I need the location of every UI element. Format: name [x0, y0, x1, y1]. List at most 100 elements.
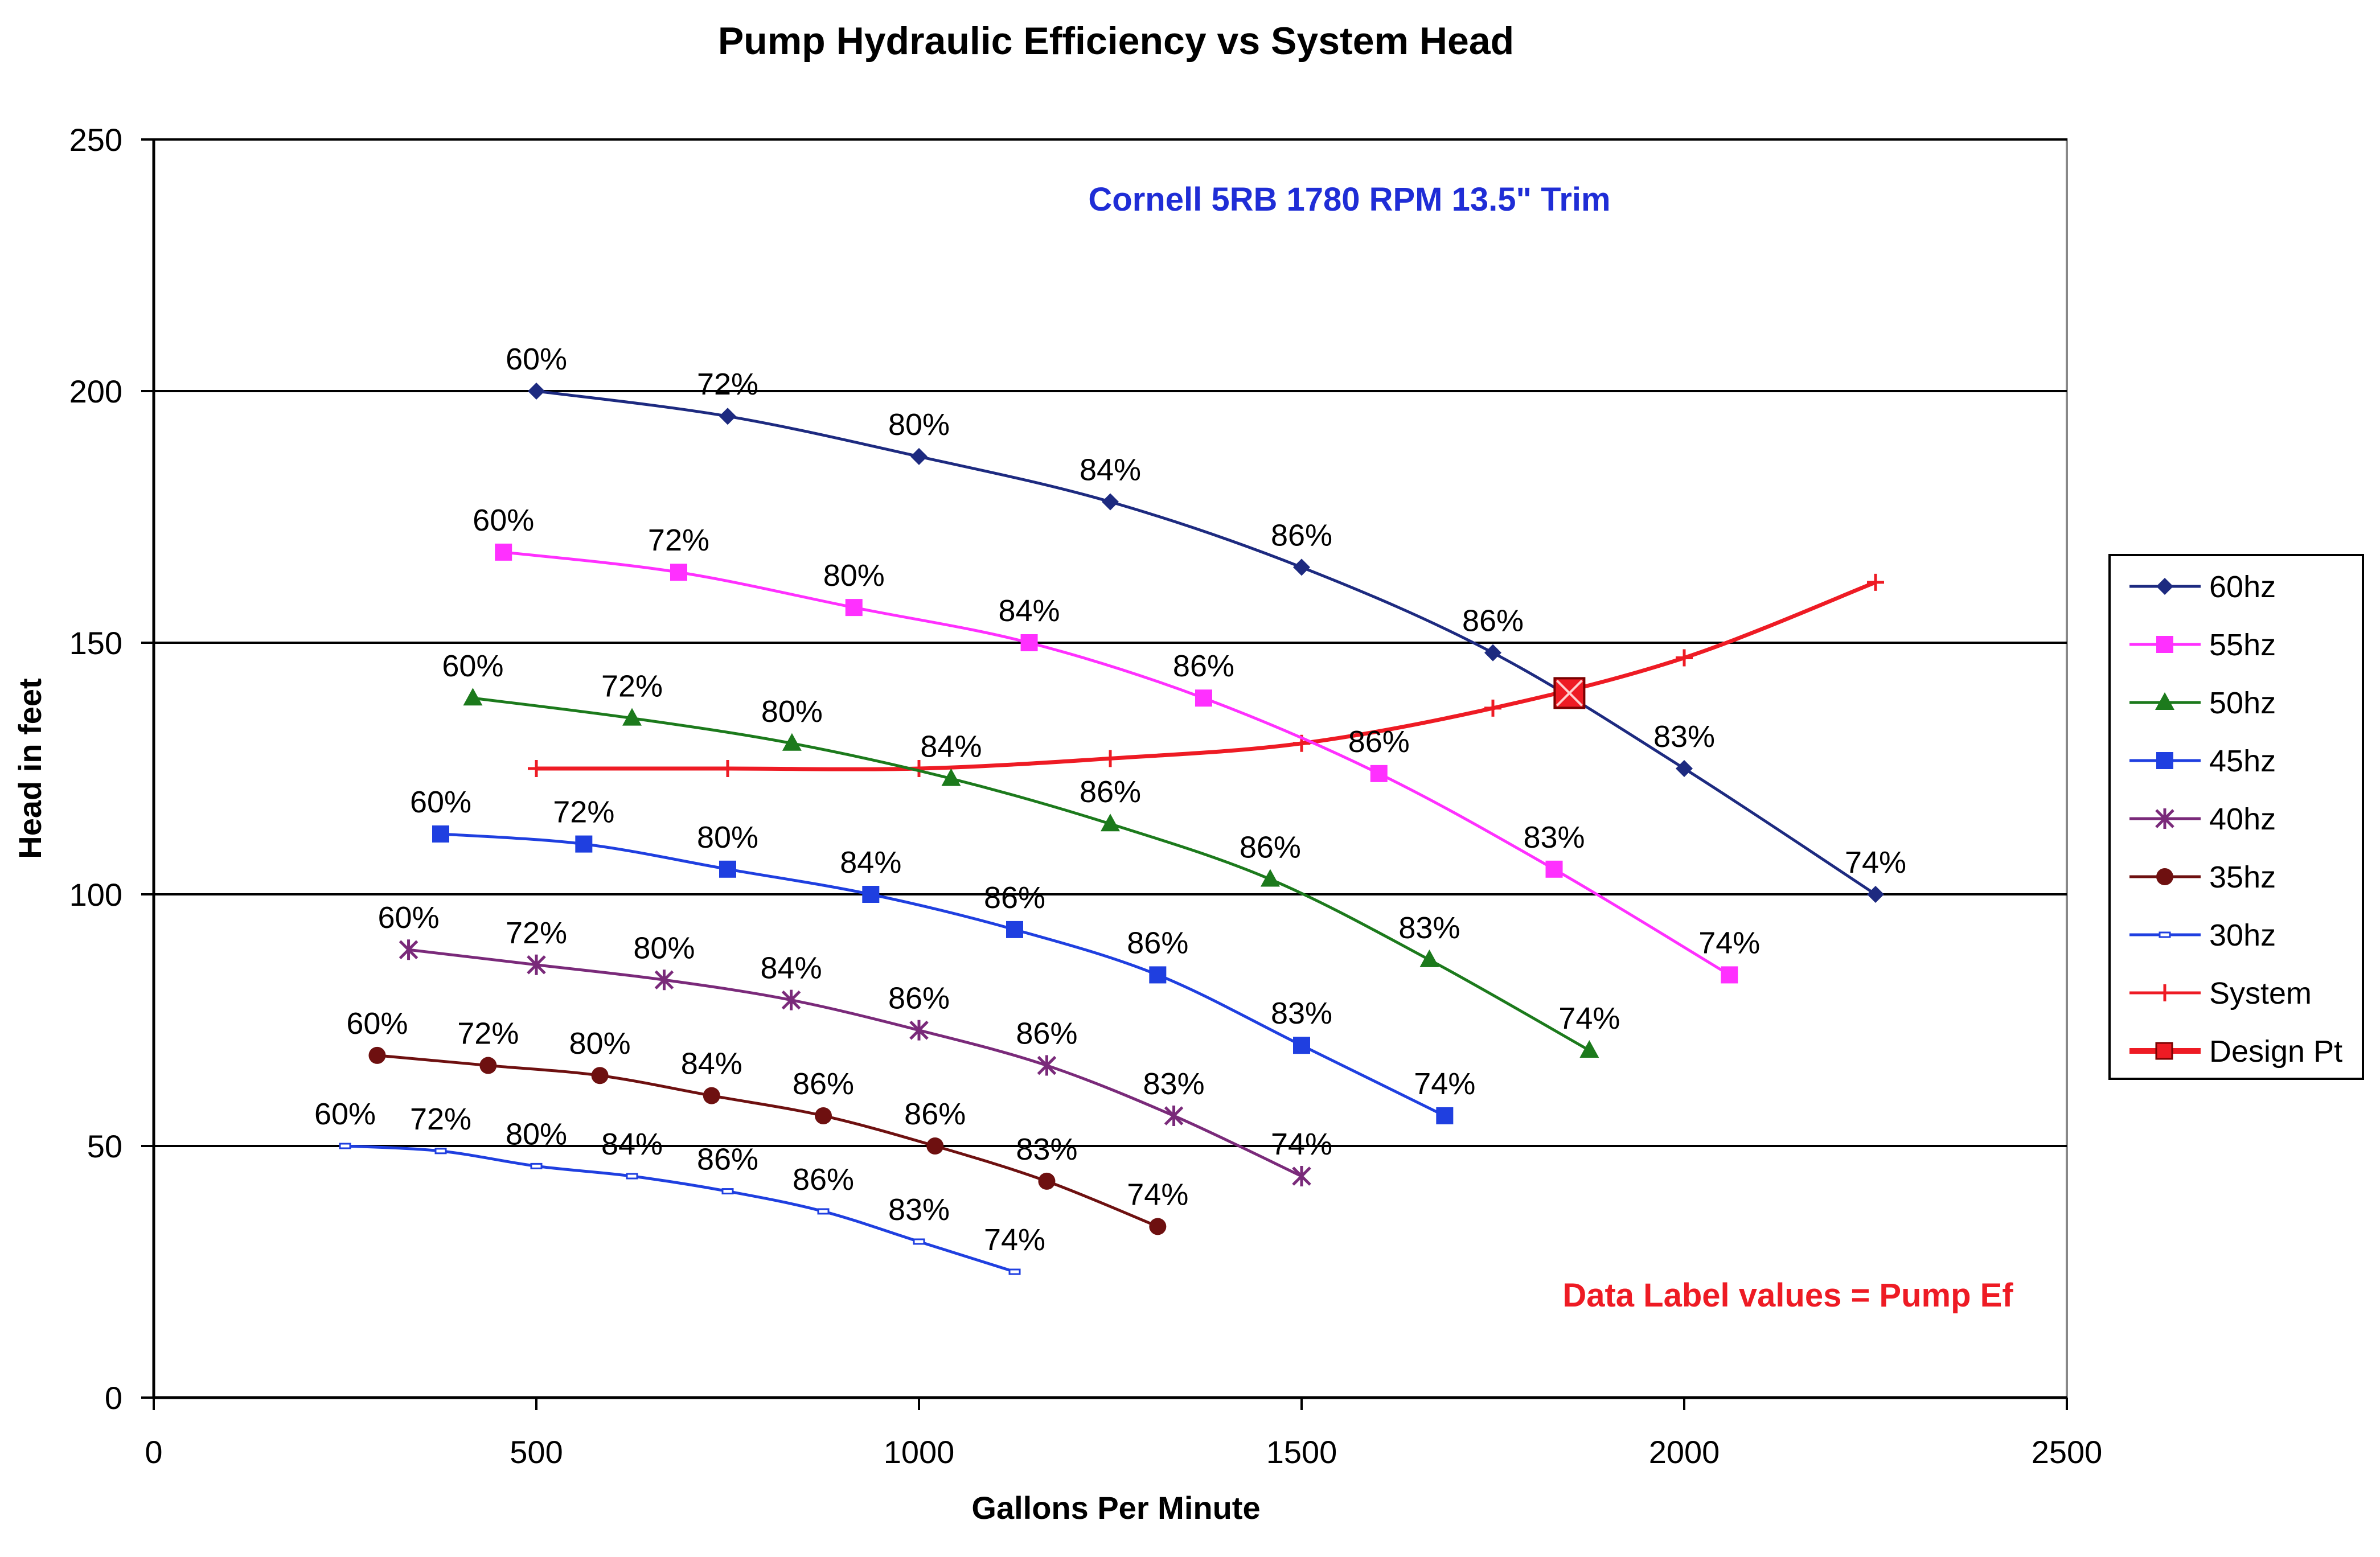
legend-label: 35hz: [2209, 860, 2276, 894]
legend-marker: [2156, 752, 2173, 769]
point-55hz: [1545, 860, 1563, 878]
marker-square: [719, 860, 736, 878]
point-system: [719, 760, 736, 777]
marker-diamond: [719, 408, 736, 425]
point-55hz: [495, 543, 512, 561]
point-40hz: [909, 1020, 929, 1041]
legend-item-40hz: 40hz: [2129, 802, 2276, 836]
legend-item-55hz: 55hz: [2129, 628, 2276, 662]
marker-dash: [721, 1188, 734, 1195]
marker-circle: [815, 1107, 832, 1124]
series-line-30hz: [344, 1144, 1015, 1273]
data-label-40hz: 72%: [506, 916, 567, 950]
data-labels: 60% 72% 80% 84% 86% 86% 83% 74% 60% 72% 80% 84% 86% 8…: [314, 342, 1906, 1257]
y-tick-label: 50: [87, 1128, 122, 1164]
series-line-40hz: [408, 948, 1303, 1178]
data-label-55hz: 74%: [1698, 926, 1760, 960]
point-30hz: [434, 1148, 447, 1155]
marker-plus: [1676, 649, 1693, 667]
marker-diamond: [1484, 644, 1501, 662]
data-label-40hz: 86%: [1016, 1017, 1077, 1051]
marker-square: [1006, 921, 1023, 938]
series-45hz: [432, 825, 1454, 1124]
point-60hz: [910, 447, 928, 465]
point-45hz: [862, 886, 880, 903]
data-label-60hz: 60%: [506, 342, 567, 376]
data-label-40hz: 74%: [1271, 1127, 1332, 1161]
x-tick-label: 0: [145, 1434, 162, 1470]
marker-circle: [1149, 1218, 1167, 1235]
marker-dash: [2159, 931, 2171, 938]
marker-triangle: [2155, 692, 2174, 710]
point-system: [1676, 649, 1693, 667]
point-system: [1867, 573, 1884, 591]
data-label-30hz: 86%: [793, 1162, 854, 1197]
legend-marker: [2156, 636, 2173, 653]
legend-item-60hz: 60hz: [2129, 570, 2276, 604]
marker-triangle: [941, 768, 961, 786]
series-design-pt: [1553, 677, 1586, 709]
point-30hz: [626, 1173, 638, 1180]
legend-marker: [2155, 808, 2174, 829]
gridlines: [154, 138, 2067, 1147]
marker-circle: [2156, 868, 2173, 885]
legend-label: 50hz: [2209, 686, 2276, 720]
data-label-40hz: 84%: [761, 951, 822, 985]
marker-square: [670, 564, 687, 581]
data-label-35hz: 80%: [569, 1026, 631, 1061]
legend-marker: [2156, 984, 2173, 1001]
data-label-35hz: 83%: [1016, 1132, 1077, 1166]
data-label-50hz: 60%: [442, 649, 503, 683]
data-label-35hz: 86%: [904, 1097, 966, 1131]
marker-diamond: [1867, 886, 1884, 903]
marker-circle: [703, 1087, 720, 1104]
series-line-55hz: [503, 551, 1730, 976]
data-label-30hz: 86%: [697, 1143, 758, 1177]
point-60hz: [1102, 493, 1119, 511]
data-label-60hz: 80%: [888, 408, 950, 442]
legend-label: 45hz: [2209, 744, 2276, 778]
data-label-40hz: 86%: [888, 981, 950, 1016]
legend-item-system: System: [2129, 976, 2312, 1010]
annotation-model: Cornell 5RB 1780 RPM 13.5" Trim: [1088, 181, 1610, 218]
marker-triangle: [622, 708, 642, 726]
point-system: [1102, 750, 1119, 767]
point-50hz: [1260, 869, 1280, 887]
legend-item-45hz: 45hz: [2129, 744, 2276, 778]
legend-item-design-pt: Design Pt: [2129, 1034, 2342, 1069]
point-50hz: [782, 733, 802, 751]
y-tick-label: 250: [69, 122, 122, 158]
x-tick-label: 2000: [1649, 1434, 1720, 1470]
marker-square: [1149, 966, 1167, 984]
marker-dash: [626, 1173, 638, 1180]
marker-diamond: [1676, 760, 1693, 777]
data-label-60hz: 84%: [1080, 453, 1141, 487]
series-line-35hz: [377, 1054, 1159, 1228]
point-40hz: [781, 989, 801, 1010]
series-30hz: [339, 1143, 1021, 1275]
data-label-30hz: 72%: [410, 1102, 471, 1136]
data-label-45hz: 80%: [697, 820, 758, 854]
point-45hz: [1436, 1107, 1454, 1124]
marker-diamond: [528, 383, 545, 400]
point-30hz: [530, 1162, 543, 1169]
marker-circle: [926, 1137, 944, 1155]
data-label-35hz: 86%: [793, 1067, 854, 1101]
plot-area: [153, 138, 2068, 1399]
marker-diamond: [2156, 578, 2173, 595]
marker-plus: [528, 760, 545, 777]
point-50hz: [1579, 1040, 1599, 1058]
marker-triangle: [782, 733, 802, 751]
legend: 60hz 55hz 50hz 45hz 40hz 35hz 30hz System Design…: [2108, 554, 2364, 1080]
point-35hz: [368, 1046, 386, 1064]
legend-label: System: [2209, 976, 2312, 1010]
point-55hz: [1370, 765, 1388, 782]
data-label-60hz: 86%: [1271, 518, 1332, 552]
data-label-30hz: 84%: [601, 1127, 663, 1161]
marker-square: [1545, 860, 1563, 878]
point-40hz: [1164, 1105, 1184, 1126]
point-55hz: [670, 564, 687, 581]
x-tick-label: 1000: [884, 1434, 955, 1470]
legend-label: 40hz: [2209, 802, 2276, 836]
data-label-55hz: 86%: [1173, 649, 1234, 683]
